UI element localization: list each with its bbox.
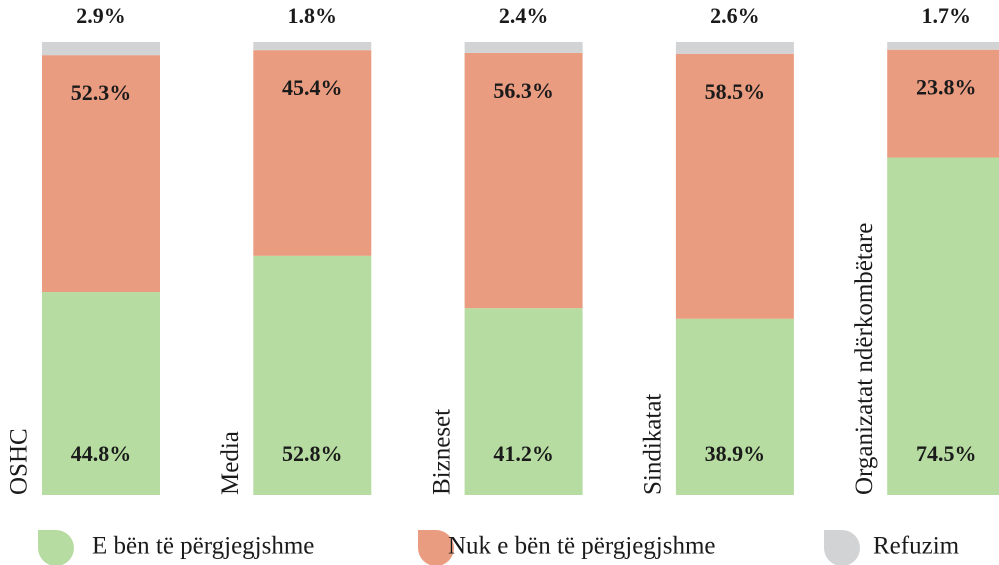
bar-segment (887, 42, 999, 50)
category-label: Bizneset (428, 409, 455, 495)
bar-segment (887, 157, 999, 495)
bar-segment (42, 292, 160, 495)
value-label: 23.8% (916, 75, 977, 100)
bar-segment (42, 42, 160, 56)
bar-segment (675, 318, 794, 495)
value-label: 44.8% (71, 441, 132, 466)
value-label: 74.5% (916, 441, 977, 466)
value-label: 52.8% (282, 441, 343, 466)
value-label: 38.9% (705, 441, 766, 466)
category-label: Sindikatat (640, 394, 667, 495)
value-label: 2.6% (710, 3, 760, 28)
legend-label: Refuzim (873, 533, 960, 560)
value-label: 56.3% (493, 78, 554, 103)
category-label: Media (217, 431, 244, 495)
value-label: 52.3% (71, 80, 132, 105)
bar-segment (464, 308, 583, 495)
bar-segment (464, 42, 583, 53)
legend-swatch (38, 530, 74, 565)
value-label: 2.4% (499, 3, 549, 28)
category-label: Organizatat ndërkombëtare (851, 223, 878, 495)
category-label: OSHC (6, 428, 33, 495)
bar-segment (253, 42, 372, 51)
bar-segment (675, 53, 794, 319)
bar-segment (42, 55, 160, 293)
bar-segment (464, 52, 583, 309)
value-label: 1.7% (921, 3, 971, 28)
legend-swatch (824, 530, 860, 565)
value-label: 41.2% (493, 441, 554, 466)
value-label: 45.4% (282, 75, 343, 100)
bar-segment (887, 49, 999, 158)
legend-label: Nuk e bën të përgjegjshme (448, 533, 716, 560)
legend-label: E bën të përgjegjshme (92, 533, 314, 560)
bar-segment (253, 50, 372, 256)
value-label: 58.5% (705, 79, 766, 104)
value-label: 2.9% (76, 3, 126, 28)
legend-swatch (418, 530, 454, 565)
value-label: 1.8% (288, 3, 338, 28)
bar-segment (675, 42, 794, 54)
bar-segment (253, 255, 372, 495)
